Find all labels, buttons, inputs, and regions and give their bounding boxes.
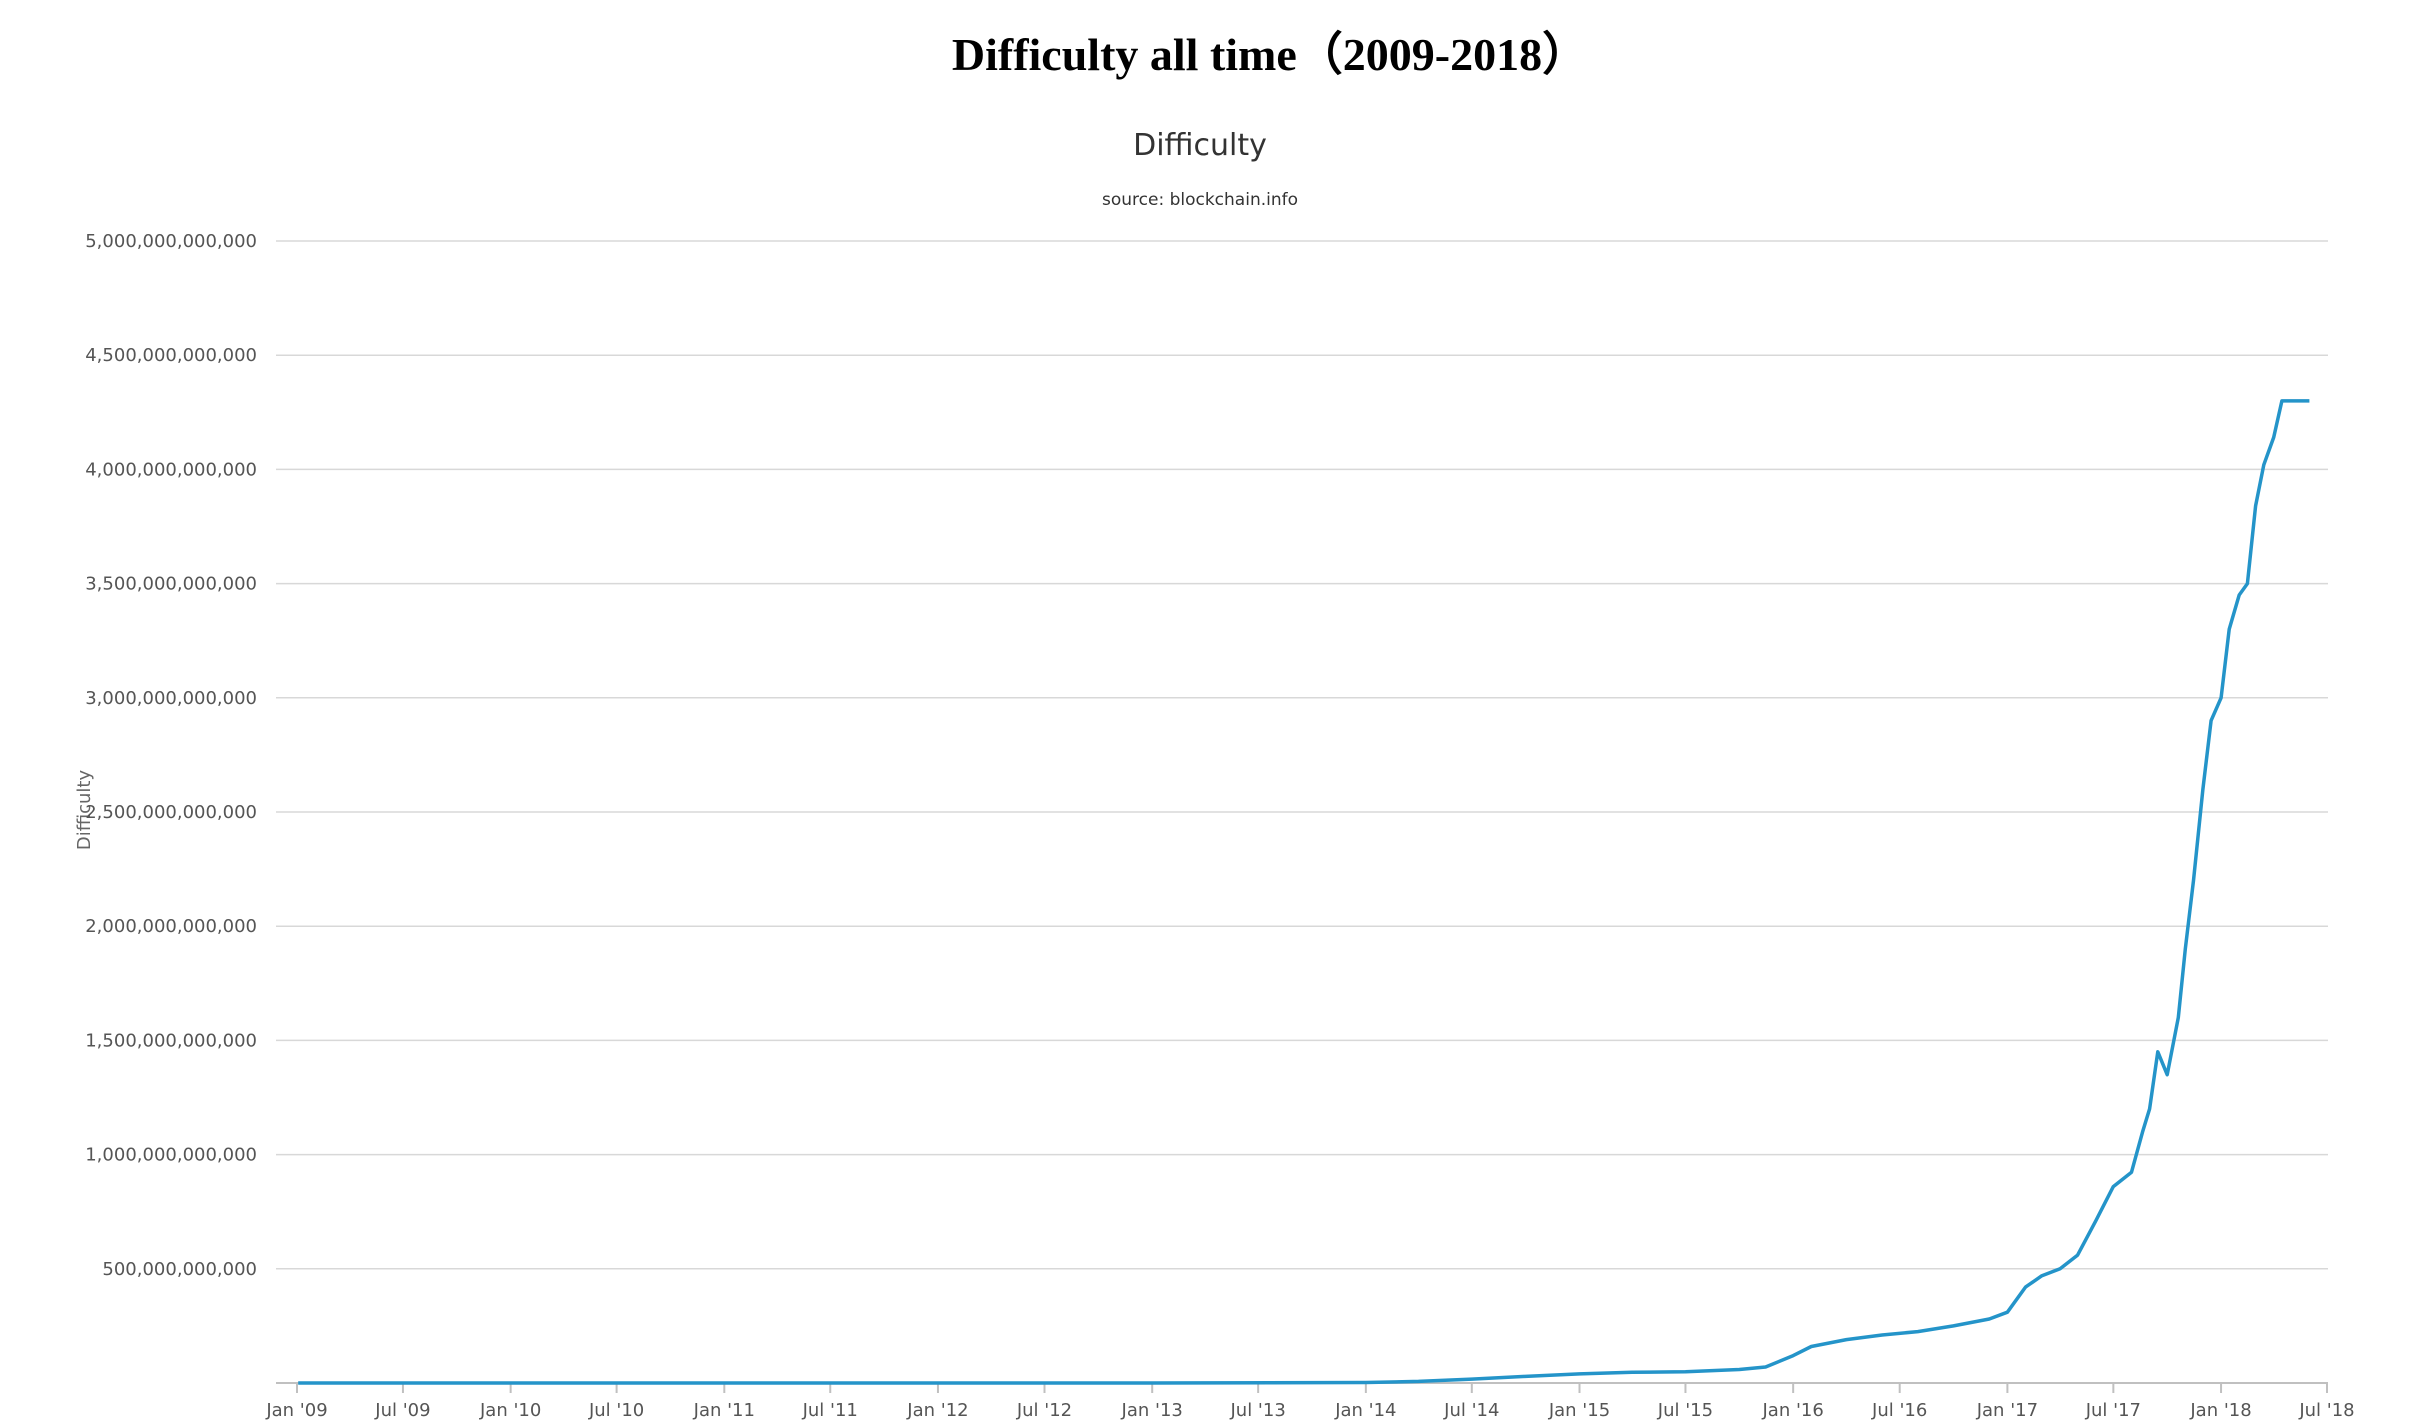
chart-title: Difficulty all time（2009-2018） xyxy=(952,29,1588,80)
x-tick-label: Jul '12 xyxy=(1016,1400,1072,1421)
gridlines xyxy=(276,240,2328,1270)
y-axis-label: Difficulty xyxy=(74,770,95,851)
y-tick-label: 1,500,000,000,000 xyxy=(85,1030,257,1051)
y-axis-ticks: 500,000,000,000 1,000,000,000,000 1,500,00… xyxy=(85,231,257,1280)
y-tick-label: 3,500,000,000,000 xyxy=(85,574,257,595)
x-tick-label: Jul '15 xyxy=(1657,1400,1713,1421)
x-tick-label: Jan '13 xyxy=(1121,1400,1183,1421)
chart-source-note: source: blockchain.info xyxy=(1102,190,1298,210)
y-tick-label: 2,000,000,000,000 xyxy=(85,916,257,937)
x-tick-label: Jan '15 xyxy=(1548,1400,1610,1421)
y-tick-label: 2,500,000,000,000 xyxy=(85,802,257,823)
chart-subtitle: Difficulty xyxy=(1133,128,1267,163)
x-tick-label: Jul '16 xyxy=(1871,1400,1927,1421)
x-tick-label: Jul '18 xyxy=(2298,1400,2354,1421)
x-tick-label: Jan '18 xyxy=(2189,1400,2251,1421)
x-tick-label: Jan '11 xyxy=(693,1400,755,1421)
x-tick-label: Jul '10 xyxy=(588,1400,644,1421)
x-tick-label: Jul '11 xyxy=(802,1400,858,1421)
x-tick-label: Jan '10 xyxy=(479,1400,541,1421)
x-tick-label: Jul '09 xyxy=(374,1400,430,1421)
x-tick-label: Jan '09 xyxy=(265,1400,327,1421)
x-tick-label: Jul '17 xyxy=(2085,1400,2141,1421)
x-tick-label: Jul '14 xyxy=(1443,1400,1499,1421)
y-tick-label: 4,000,000,000,000 xyxy=(85,459,257,480)
y-tick-label: 1,000,000,000,000 xyxy=(85,1145,257,1166)
y-tick-label: 500,000,000,000 xyxy=(102,1259,257,1280)
y-tick-label: 5,000,000,000,000 xyxy=(85,231,257,252)
x-tick-label: Jan '17 xyxy=(1976,1400,2038,1421)
series-group xyxy=(298,399,2310,1385)
y-tick-label: 4,500,000,000,000 xyxy=(85,345,257,366)
x-tick-label: Jul '13 xyxy=(1229,1400,1285,1421)
x-tick-label: Jan '14 xyxy=(1334,1400,1396,1421)
x-tick-label: Jan '12 xyxy=(906,1400,968,1421)
x-axis-ticks: Jan '09 Jul '09 Jan '10 Jul '10 Jan '11 Jul '… xyxy=(265,1383,2355,1421)
y-tick-label: 3,000,000,000,000 xyxy=(85,688,257,709)
x-tick-label: Jan '16 xyxy=(1761,1400,1823,1421)
series-line-difficulty xyxy=(298,399,2310,1385)
